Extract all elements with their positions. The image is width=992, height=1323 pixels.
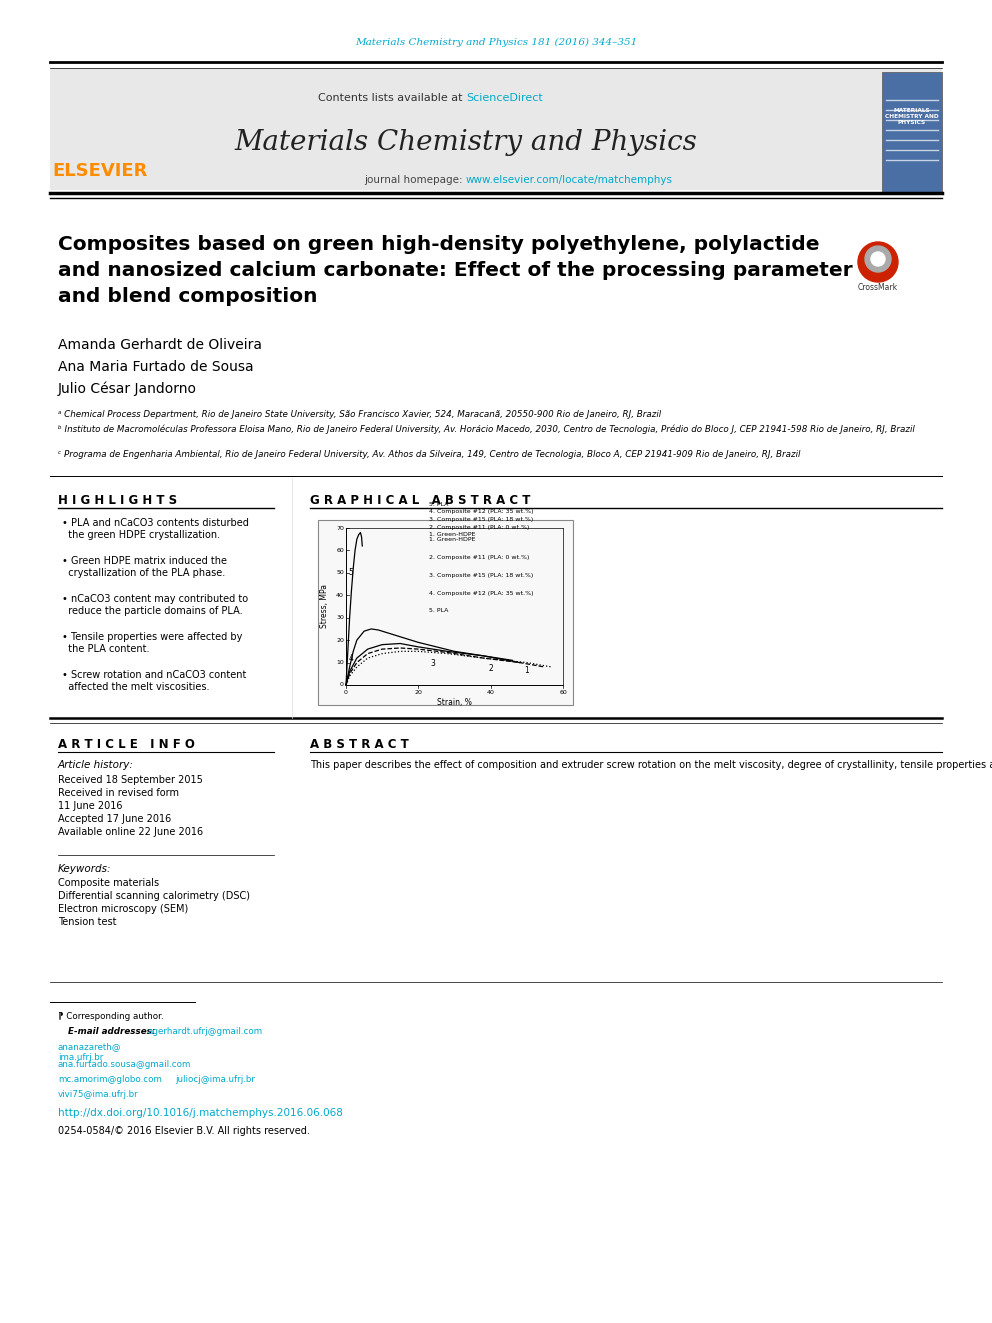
Text: ᵇ Instituto de Macromoléculas Professora Eloisa Mano, Rio de Janeiro Federal Uni: ᵇ Instituto de Macromoléculas Professora… (58, 425, 915, 434)
Text: ananazareth@
ima.ufrj.br: ananazareth@ ima.ufrj.br (58, 1043, 122, 1062)
Text: 20: 20 (336, 638, 344, 643)
Text: 3: 3 (431, 659, 435, 668)
Text: 0: 0 (344, 691, 348, 695)
Text: Received in revised form: Received in revised form (58, 789, 179, 798)
Text: ⁋ Corresponding author.: ⁋ Corresponding author. (58, 1012, 164, 1021)
Text: • Screw rotation and nCaCO3 content
  affected the melt viscosities.: • Screw rotation and nCaCO3 content affe… (62, 669, 246, 692)
Text: 0254-0584/© 2016 Elsevier B.V. All rights reserved.: 0254-0584/© 2016 Elsevier B.V. All right… (58, 1126, 310, 1136)
Text: Materials Chemistry and Physics 181 (2016) 344–351: Materials Chemistry and Physics 181 (201… (355, 37, 637, 46)
Text: ᵃ Chemical Process Department, Rio de Janeiro State University, São Francisco Xa: ᵃ Chemical Process Department, Rio de Ja… (58, 410, 661, 419)
Text: 11 June 2016: 11 June 2016 (58, 800, 122, 811)
Text: 1. Green-HDPE: 1. Green-HDPE (430, 532, 475, 537)
Text: This paper describes the effect of composition and extruder screw rotation on th: This paper describes the effect of compo… (310, 759, 992, 770)
Text: mc.amorim@globo.com: mc.amorim@globo.com (58, 1076, 162, 1084)
Text: • PLA and nCaCO3 contents disturbed
  the green HDPE crystallization.: • PLA and nCaCO3 contents disturbed the … (62, 519, 249, 540)
Circle shape (865, 246, 891, 273)
Bar (50, 67, 942, 191)
Text: 10: 10 (336, 660, 344, 665)
Text: G R A P H I C A L   A B S T R A C T: G R A P H I C A L A B S T R A C T (310, 493, 531, 507)
Text: 3. Composite #15 (PLA: 18 wt.%): 3. Composite #15 (PLA: 18 wt.%) (430, 573, 534, 578)
Text: 0: 0 (340, 683, 344, 688)
Text: Received 18 September 2015: Received 18 September 2015 (58, 775, 203, 785)
Text: Composite materials: Composite materials (58, 878, 159, 888)
Circle shape (871, 251, 885, 266)
Text: 1. Green-HDPE: 1. Green-HDPE (430, 537, 475, 541)
Text: 30: 30 (336, 615, 344, 620)
Text: Tension test: Tension test (58, 917, 116, 927)
Text: • nCaCO3 content may contributed to
  reduce the particle domains of PLA.: • nCaCO3 content may contributed to redu… (62, 594, 248, 617)
Text: www.elsevier.com/locate/matchemphys: www.elsevier.com/locate/matchemphys (466, 175, 673, 185)
Bar (882, 71, 942, 192)
Text: http://dx.doi.org/10.1016/j.matchemphys.2016.06.068: http://dx.doi.org/10.1016/j.matchemphys.… (58, 1107, 343, 1118)
Text: • Tensile properties were affected by
  the PLA content.: • Tensile properties were affected by th… (62, 632, 242, 655)
Text: Keywords:: Keywords: (58, 864, 111, 875)
Text: A B S T R A C T: A B S T R A C T (310, 738, 409, 751)
Text: Article history:: Article history: (58, 759, 134, 770)
Text: agerhardt.ufrj@gmail.com: agerhardt.ufrj@gmail.com (148, 1027, 263, 1036)
Text: 2. Composite #11 (PLA: 0 wt.%): 2. Composite #11 (PLA: 0 wt.%) (430, 554, 530, 560)
Text: 60: 60 (559, 691, 566, 695)
Text: Stress, MPa: Stress, MPa (319, 585, 328, 628)
Text: E-mail addresses:: E-mail addresses: (68, 1027, 156, 1036)
Text: Julio César Jandorno: Julio César Jandorno (58, 382, 201, 397)
Text: Available online 22 June 2016: Available online 22 June 2016 (58, 827, 203, 837)
Text: Materials Chemistry and Physics: Materials Chemistry and Physics (234, 130, 697, 156)
Text: ScienceDirect: ScienceDirect (466, 93, 543, 103)
Text: 3. Composite #15 (PLA: 18 wt.%): 3. Composite #15 (PLA: 18 wt.%) (430, 517, 534, 523)
Text: 5: 5 (348, 569, 353, 577)
Text: 20: 20 (415, 691, 423, 695)
Text: ᶜ Programa de Engenharia Ambiental, Rio de Janeiro Federal University, Av. Athos: ᶜ Programa de Engenharia Ambiental, Rio … (58, 450, 801, 459)
Text: juliocj@ima.ufrj.br: juliocj@ima.ufrj.br (175, 1076, 255, 1084)
Text: • Green HDPE matrix induced the
  crystallization of the PLA phase.: • Green HDPE matrix induced the crystall… (62, 556, 227, 578)
Text: Electron microscopy (SEM): Electron microscopy (SEM) (58, 904, 188, 914)
Text: 2: 2 (488, 664, 493, 672)
Text: Contents lists available at: Contents lists available at (318, 93, 466, 103)
Text: 2. Composite #11 (PLA: 0 wt.%): 2. Composite #11 (PLA: 0 wt.%) (430, 525, 530, 529)
Text: Ana Maria Furtado de Sousa: Ana Maria Furtado de Sousa (58, 360, 258, 374)
Text: 70: 70 (336, 525, 344, 531)
Text: 40: 40 (336, 593, 344, 598)
Text: Accepted 17 June 2016: Accepted 17 June 2016 (58, 814, 172, 824)
Text: 60: 60 (336, 548, 344, 553)
Text: ELSEVIER: ELSEVIER (53, 161, 148, 180)
Text: 5. PLA: 5. PLA (430, 501, 448, 507)
Text: Composites based on green high-density polyethylene, polylactide
and nanosized c: Composites based on green high-density p… (58, 235, 853, 306)
Text: 4. Composite #12 (PLA: 35 wt.%): 4. Composite #12 (PLA: 35 wt.%) (430, 509, 534, 515)
Text: ana.furtado.sousa@gmail.com: ana.furtado.sousa@gmail.com (58, 1060, 191, 1069)
Text: vivi75@ima.ufrj.br: vivi75@ima.ufrj.br (58, 1090, 139, 1099)
Text: 1: 1 (525, 665, 529, 675)
Circle shape (858, 242, 898, 282)
Text: 5. PLA: 5. PLA (430, 609, 448, 614)
Text: Differential scanning calorimetry (DSC): Differential scanning calorimetry (DSC) (58, 890, 250, 901)
Text: Strain, %: Strain, % (437, 699, 472, 706)
Text: MATERIALS
CHEMISTRY AND
PHYSICS: MATERIALS CHEMISTRY AND PHYSICS (885, 108, 938, 126)
Text: CrossMark: CrossMark (858, 283, 898, 292)
Text: journal homepage:: journal homepage: (364, 175, 466, 185)
Text: 4: 4 (349, 654, 354, 663)
Bar (318, 520, 573, 705)
Text: 40: 40 (487, 691, 495, 695)
Text: 4. Composite #12 (PLA: 35 wt.%): 4. Composite #12 (PLA: 35 wt.%) (430, 590, 534, 595)
Text: 50: 50 (336, 570, 344, 576)
Text: A R T I C L E   I N F O: A R T I C L E I N F O (58, 738, 194, 751)
Text: H I G H L I G H T S: H I G H L I G H T S (58, 493, 178, 507)
Text: Amanda Gerhardt de Oliveira: Amanda Gerhardt de Oliveira (58, 337, 267, 352)
